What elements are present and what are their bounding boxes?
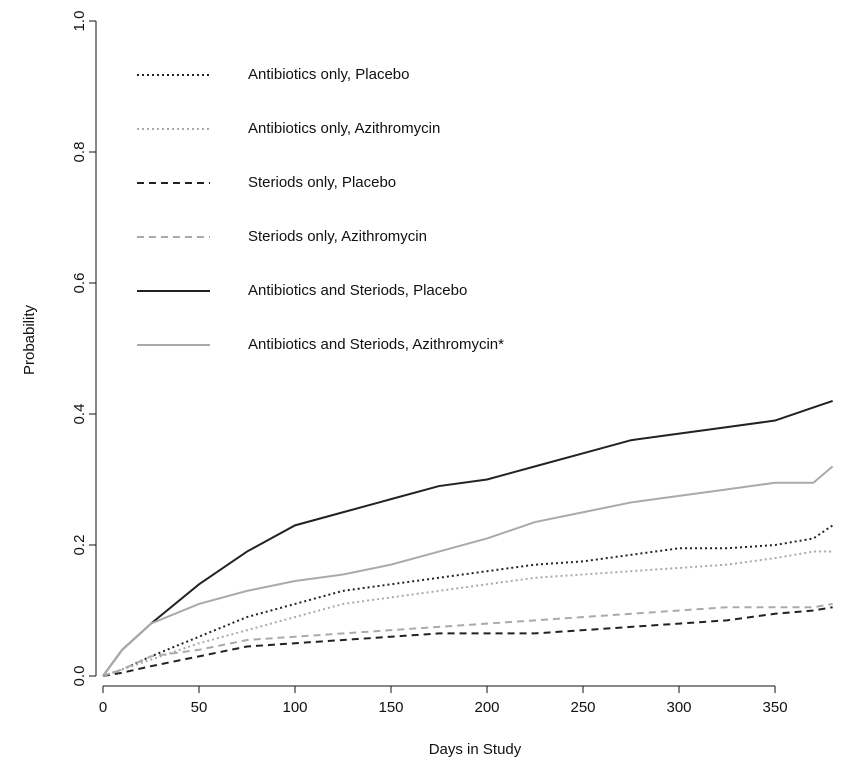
legend-label: Steriods only, Placebo <box>248 174 396 191</box>
series-line <box>102 524 834 677</box>
legend-label: Steriods only, Azithromycin <box>248 228 427 245</box>
x-tick-label: 150 <box>378 699 403 716</box>
y-tick-label: 0.6 <box>71 273 88 294</box>
legend-label: Antibiotics only, Placebo <box>248 66 409 83</box>
y-tick-label: 1.0 <box>71 11 88 32</box>
x-tick-label: 300 <box>667 699 692 716</box>
series-line <box>102 602 833 677</box>
y-tick-label: 0.2 <box>71 535 88 556</box>
x-tick-label: 250 <box>571 699 596 716</box>
y-axis-label: Probability <box>21 304 38 375</box>
series-line <box>102 550 833 677</box>
x-axis-label: Days in Study <box>429 741 522 758</box>
series-line <box>102 465 834 677</box>
legend-label: Antibiotics and Steriods, Azithromycin* <box>248 336 504 353</box>
x-tick-label: 100 <box>282 699 307 716</box>
x-tick-label: 200 <box>475 699 500 716</box>
y-tick-label: 0.4 <box>71 404 88 425</box>
series-line <box>102 606 833 677</box>
y-tick-label: 0.8 <box>71 142 88 163</box>
y-tick-label: 0.0 <box>71 666 88 687</box>
series-line <box>102 399 833 677</box>
x-tick-label: 350 <box>763 699 788 716</box>
legend-label: Antibiotics and Steriods, Placebo <box>248 282 467 299</box>
x-tick-label: 50 <box>191 699 208 716</box>
legend-label: Antibiotics only, Azithromycin <box>248 120 440 137</box>
x-tick-label: 0 <box>99 699 107 716</box>
